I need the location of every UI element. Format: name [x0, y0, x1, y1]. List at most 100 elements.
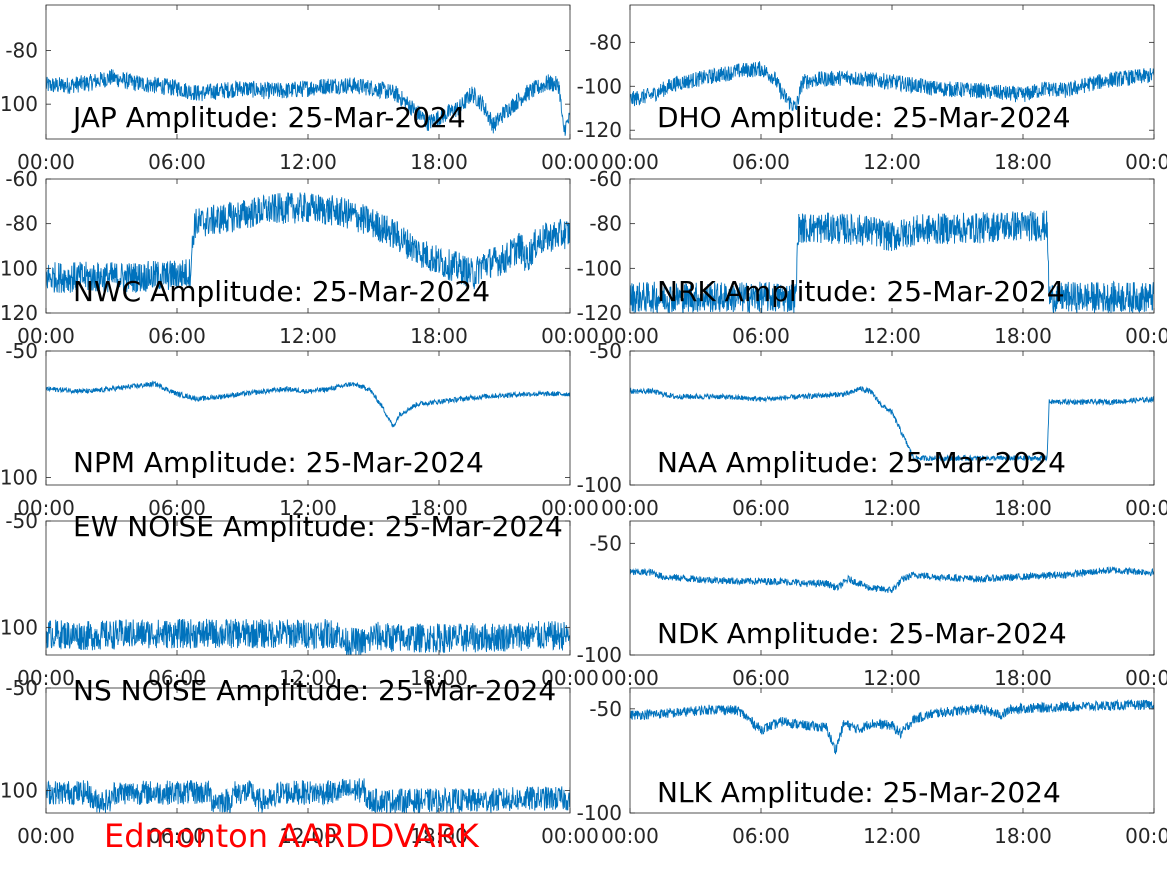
x-tick-label: 00:00: [601, 496, 659, 520]
series-line: [630, 566, 1154, 594]
x-tick-label: 18:00: [410, 666, 468, 690]
y-tick-label: 100: [0, 256, 38, 280]
series-line: [630, 698, 1154, 755]
y-tick-label: -100: [577, 643, 622, 667]
x-tick-label: 12:00: [279, 666, 337, 690]
chart-title: NS NOISE Amplitude: 25-Mar-2024: [73, 674, 556, 707]
y-tick-label: -120: [577, 118, 622, 142]
y-tick-label: -80: [5, 212, 38, 236]
x-tick-label: 12:00: [863, 150, 921, 174]
x-tick-label: 00:00: [1125, 324, 1167, 348]
x-tick-label: 18:00: [994, 324, 1052, 348]
y-tick-label: -50: [589, 531, 622, 555]
x-tick-label: 00:00: [541, 824, 599, 848]
chart-panel-8: 00:00 06:00 12:00 18:00 00:00 -50 -100 NDK Ampl…: [577, 520, 1167, 690]
x-tick-label: 12:00: [863, 666, 921, 690]
x-tick-label: 00:00: [17, 824, 75, 848]
chart-panel-9: 00:00 06:00 12:00 18:00 00:00 -50 100 NS NOISE …: [0, 674, 599, 848]
series-line: [46, 618, 570, 655]
y-tick-label: -120: [577, 301, 622, 325]
x-tick-label: 00:00: [1125, 150, 1167, 174]
chart-panel-2: 00:00 06:00 12:00 18:00 00:00 -80 -100 -120 DHO …: [577, 4, 1167, 174]
x-tick-label: 06:00: [148, 496, 206, 520]
x-tick-label: 12:00: [279, 824, 337, 848]
x-tick-label: 12:00: [863, 324, 921, 348]
y-tick-label: -60: [5, 167, 38, 191]
x-tick-label: 00:00: [1125, 824, 1167, 848]
y-tick-label: -100: [577, 74, 622, 98]
x-tick-label: 12:00: [279, 150, 337, 174]
x-tick-label: 18:00: [410, 496, 468, 520]
y-tick-label: -100: [577, 473, 622, 497]
x-tick-label: 18:00: [994, 666, 1052, 690]
chart-title: NAA Amplitude: 25-Mar-2024: [657, 446, 1066, 479]
x-tick-label: 00:00: [601, 150, 659, 174]
x-tick-label: 18:00: [410, 150, 468, 174]
chart-title: NLK Amplitude: 25-Mar-2024: [657, 776, 1061, 809]
x-tick-label: 00:00: [17, 496, 75, 520]
x-tick-label: 00:00: [601, 666, 659, 690]
y-tick-label: -80: [589, 212, 622, 236]
y-tick-label: -50: [589, 339, 622, 363]
chart-title: DHO Amplitude: 25-Mar-2024: [657, 101, 1071, 134]
x-tick-label: 18:00: [410, 324, 468, 348]
x-tick-label: 00:00: [17, 666, 75, 690]
x-tick-label: 00:00: [541, 150, 599, 174]
x-tick-label: 00:00: [601, 324, 659, 348]
x-tick-label: 18:00: [994, 824, 1052, 848]
y-tick-label: -50: [5, 676, 38, 700]
series-line: [46, 69, 570, 136]
x-tick-label: 06:00: [732, 666, 790, 690]
x-tick-label: 00:00: [541, 666, 599, 690]
chart-panel-7: 00:00 06:00 12:00 18:00 00:00 -50 100 EW NOISE …: [0, 509, 599, 690]
x-tick-label: 06:00: [732, 150, 790, 174]
y-tick-label: -60: [589, 167, 622, 191]
series-line: [46, 778, 570, 813]
chart-panel-10: 00:00 06:00 12:00 18:00 00:00 -50 -100 NLK Ampl…: [577, 687, 1167, 848]
x-tick-label: 00:00: [1125, 496, 1167, 520]
series-line: [630, 61, 1154, 112]
y-tick-label: -50: [589, 697, 622, 721]
chart-title: EW NOISE Amplitude: 25-Mar-2024: [73, 510, 563, 543]
x-tick-label: 12:00: [279, 324, 337, 348]
x-tick-label: 18:00: [994, 150, 1052, 174]
y-tick-label: 100: [0, 92, 38, 116]
series-line: [46, 380, 570, 428]
chart-panel-4: 00:00 06:00 12:00 18:00 00:00 -60 -80 -100 -120 N…: [577, 167, 1167, 348]
chart-title: NRK Amplitude: 25-Mar-2024: [657, 275, 1065, 308]
chart-title: NWC Amplitude: 25-Mar-2024: [73, 275, 490, 308]
x-tick-label: 00:00: [541, 496, 599, 520]
y-tick-label: 120: [0, 301, 38, 325]
series-line: [630, 210, 1154, 313]
x-tick-label: 06:00: [148, 324, 206, 348]
x-tick-label: 06:00: [732, 324, 790, 348]
x-tick-label: 12:00: [863, 496, 921, 520]
chart-panel-5: 00:00 06:00 12:00 18:00 00:00 -50 100 NPM Ampli…: [0, 339, 599, 520]
chart-title: NPM Amplitude: 25-Mar-2024: [73, 446, 484, 479]
station-label: Edmonton AARDDVARK: [104, 817, 479, 855]
x-tick-label: 06:00: [732, 824, 790, 848]
y-tick-label: -50: [5, 509, 38, 533]
chart-title: NDK Amplitude: 25-Mar-2024: [657, 617, 1067, 650]
y-tick-label: -50: [5, 339, 38, 363]
x-tick-label: 18:00: [994, 496, 1052, 520]
y-tick-label: 100: [0, 465, 38, 489]
y-tick-label: -100: [577, 256, 622, 280]
x-tick-label: 00:00: [17, 324, 75, 348]
y-tick-label: 100: [0, 615, 38, 639]
x-tick-label: 00:00: [601, 824, 659, 848]
chart-panel-1: 00:00 06:00 12:00 18:00 00:00 -80 100 JAP Ampli…: [0, 4, 599, 174]
x-tick-label: 00:00: [17, 150, 75, 174]
x-tick-label: 00:00: [541, 324, 599, 348]
x-tick-label: 06:00: [148, 150, 206, 174]
chart-panel-3: 00:00 06:00 12:00 18:00 00:00 -60 -80 100 120 NWC…: [0, 167, 599, 348]
x-tick-label: 00:00: [1125, 666, 1167, 690]
x-tick-label: 06:00: [148, 666, 206, 690]
x-tick-label: 06:00: [732, 496, 790, 520]
y-tick-label: -80: [589, 30, 622, 54]
series-line: [46, 192, 570, 293]
x-tick-label: 06:00: [148, 824, 206, 848]
y-tick-label: -100: [577, 801, 622, 825]
series-line: [630, 386, 1154, 463]
